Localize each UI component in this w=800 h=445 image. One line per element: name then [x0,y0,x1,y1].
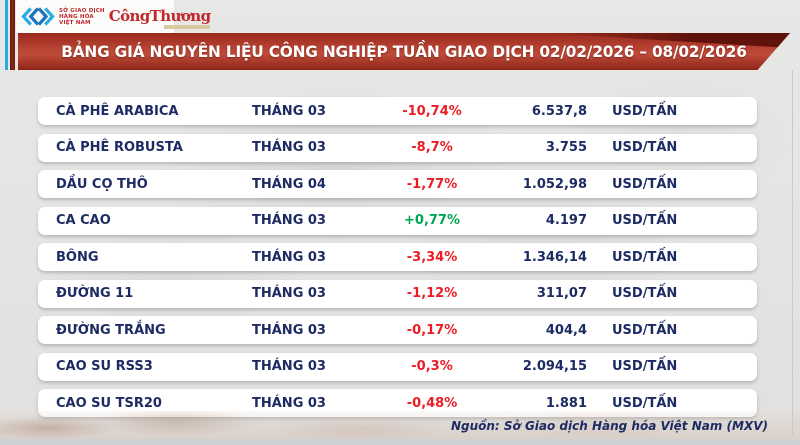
price-value: 1.052,98 [522,176,587,192]
price-change-percent: -0,17% [406,322,458,338]
congthuong-logo: CôngThương [108,7,211,29]
price-value: 4.197 [545,213,587,228]
source-credit: Nguồn: Sở Giao dịch Hàng hóa Việt Nam (M… [450,419,768,433]
table-row: ĐƯỜNG 11 THÁNG 03 -1,12% 311,07 USD/TẤN [38,279,757,308]
price-value: 1.346,14 [522,249,587,265]
price-change-percent: -10,74% [402,103,462,119]
contract-month: THÁNG 03 [252,140,326,155]
table-row: ĐƯỜNG TRẮNG THÁNG 03 -0,17% 404,4 USD/TẤ… [38,316,757,344]
table-row: CAO SU TSR20 THÁNG 03 -0,48% 1.881 USD/T… [38,389,757,417]
commodity-name: CÀ PHÊ ARABICA [56,103,179,119]
bottom-strip [0,439,800,445]
price-change-percent: -8,7% [411,140,453,155]
table-row: CA CAO THÁNG 03 +0,77% 4.197 USD/TẤN [38,206,757,235]
price-unit: USD/TẤN [612,213,678,228]
left-accent-maroon-bar [10,0,15,70]
price-change-percent: -3,34% [406,249,458,265]
contract-month: THÁNG 03 [252,286,326,301]
commodity-name: CÀ PHÊ ROBUSTA [56,140,183,155]
contract-month: THÁNG 03 [252,249,326,265]
commodity-name: ĐƯỜNG 11 [56,286,134,301]
background-edge-line [792,70,793,435]
table-row: CÀ PHÊ ROBUSTA THÁNG 03 -8,7% 3.755 USD/… [38,133,757,162]
price-unit: USD/TẤN [612,249,678,265]
price-unit: USD/TẤN [612,395,678,411]
mxv-org-line1: SỞ GIAO DỊCH [59,7,105,14]
price-unit: USD/TẤN [612,322,678,338]
contract-month: THÁNG 03 [252,322,326,338]
price-table: CÀ PHÊ ARABICA THÁNG 03 -10,74% 6.537,8 … [38,97,757,417]
page-title: BẢNG GIÁ NGUYÊN LIỆU CÔNG NGHIỆP TUẦN GI… [61,42,747,61]
price-value: 3.755 [545,140,587,155]
commodity-name: ĐƯỜNG TRẮNG [56,322,166,338]
table-row: DẦU CỌ THÔ THÁNG 04 -1,77% 1.052,98 USD/… [38,170,757,198]
left-accent-cyan-bar [5,0,8,70]
congthuong-logo-text: CôngThương [108,7,211,25]
price-change-percent: +0,77% [404,213,460,228]
price-change-percent: -1,77% [406,176,458,192]
price-unit: USD/TẤN [612,359,678,374]
congthuong-logo-underbar [164,25,211,29]
price-unit: USD/TẤN [612,176,678,192]
contract-month: THÁNG 03 [252,213,326,228]
commodity-name: CA CAO [56,213,111,228]
mxv-chevrons-icon [21,6,55,27]
commodity-name: DẦU CỌ THÔ [56,176,148,192]
price-value: 1.881 [545,395,587,411]
price-value: 2.094,15 [522,359,587,374]
price-change-percent: -1,12% [406,286,458,301]
price-value: 311,07 [536,286,587,301]
table-row: CAO SU RSS3 THÁNG 03 -0,3% 2.094,15 USD/… [38,352,757,381]
price-value: 6.537,8 [531,103,587,119]
contract-month: THÁNG 04 [252,176,326,192]
contract-month: THÁNG 03 [252,359,326,374]
price-change-percent: -0,3% [411,359,453,374]
table-row: CÀ PHÊ ARABICA THÁNG 03 -10,74% 6.537,8 … [38,97,757,125]
commodity-name: BÔNG [56,249,99,265]
commodity-name: CAO SU TSR20 [56,395,162,411]
commodity-name: CAO SU RSS3 [56,359,153,374]
price-unit: USD/TẤN [612,103,678,119]
price-change-percent: -0,48% [406,395,458,411]
mxv-org-line3: VIỆT NAM [59,19,91,26]
price-unit: USD/TẤN [612,140,678,155]
price-value: 404,4 [545,322,587,338]
price-unit: USD/TẤN [612,286,678,301]
logo-strip: SỞ GIAO DỊCH HÀNG HÓA VIỆT NAM CôngThươn… [16,0,211,33]
table-row: BÔNG THÁNG 03 -3,34% 1.346,14 USD/TẤN [38,243,757,271]
mxv-org-line2: HÀNG HÓA [59,13,94,20]
mxv-logo-text: SỞ GIAO DỊCH HÀNG HÓA VIỆT NAM [59,8,105,26]
title-banner: BẢNG GIÁ NGUYÊN LIỆU CÔNG NGHIỆP TUẦN GI… [18,33,790,70]
contract-month: THÁNG 03 [252,103,326,119]
contract-month: THÁNG 03 [252,395,326,411]
